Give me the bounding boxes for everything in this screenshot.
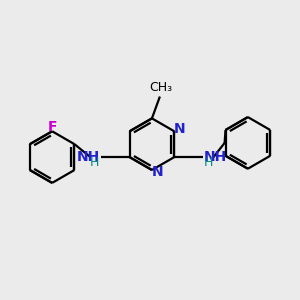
Text: H: H [90, 156, 99, 169]
Text: CH₃: CH₃ [150, 81, 173, 94]
Text: N: N [151, 165, 163, 179]
Text: H: H [204, 156, 214, 169]
Text: NH: NH [204, 150, 227, 164]
Text: NH: NH [76, 150, 100, 164]
Text: F: F [47, 120, 57, 134]
Text: N: N [174, 122, 186, 136]
